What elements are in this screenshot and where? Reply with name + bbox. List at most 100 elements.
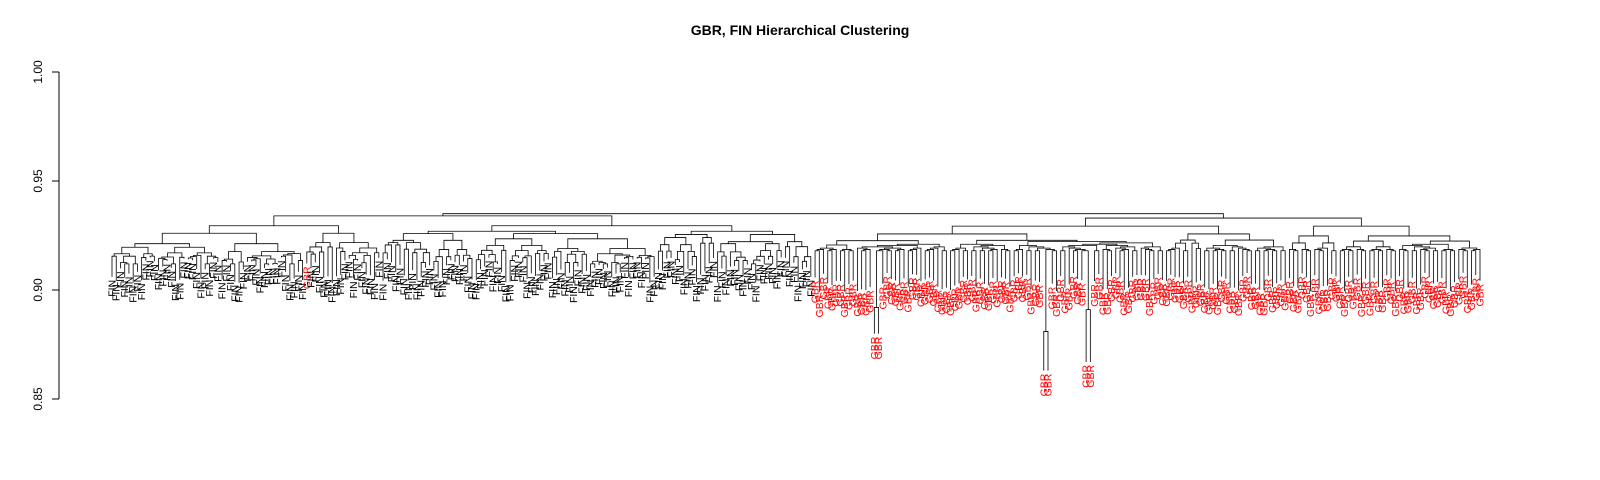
leaf-label: GBR — [1174, 280, 1186, 303]
leaf-label: GBR — [1288, 289, 1300, 312]
leaf-label: FIN — [589, 271, 601, 288]
dendrogram-branch — [1085, 217, 1362, 227]
dendrogram-branch — [309, 246, 323, 252]
leaf-label: GBR — [1195, 283, 1207, 306]
dendrogram-branch — [952, 249, 960, 284]
leaf-label: FIN — [450, 265, 462, 282]
leaf-label: GBR — [1102, 292, 1114, 315]
dendrogram-branch — [1034, 250, 1040, 283]
dendrogram-branch — [187, 257, 193, 261]
leaf-label: GBR — [1144, 293, 1156, 316]
dendrogram-branch — [494, 238, 533, 246]
leaf-label: FIN — [539, 264, 551, 281]
dendrogram-branch — [1085, 309, 1091, 362]
dendrogram-branch — [442, 213, 1224, 219]
leaf-label: FIN — [788, 266, 800, 283]
leaf-label: FIN — [187, 263, 199, 280]
leaf-label: GBR — [1161, 283, 1173, 306]
leaf-label: FIN — [517, 266, 529, 283]
dendrogram-branch — [1356, 249, 1364, 275]
dendrogram-branch — [481, 249, 493, 255]
leaf-label: GBR — [1034, 285, 1046, 308]
leaf-label: GBR — [1013, 276, 1025, 299]
y-tick-label: 0.95 — [31, 169, 45, 193]
leaf-label: FIN — [246, 264, 258, 281]
leaf-label: FIN — [123, 277, 135, 294]
leaf-label: FIN — [683, 272, 695, 289]
leaf-label: FIN — [225, 274, 237, 291]
y-axis: 0.85 0.90 0.95 1.00 — [31, 60, 60, 411]
leaf-label: GBR — [1411, 291, 1423, 314]
leaf-label: GBR — [971, 289, 983, 312]
leaf-label: FIN — [208, 262, 220, 279]
leaf-label: FIN — [721, 279, 733, 296]
leaf-label: GBR — [1140, 278, 1152, 301]
leaf-label: FIN — [386, 265, 398, 282]
leaf-label: GBR — [1119, 292, 1131, 315]
leaf-label: FIN — [479, 269, 491, 286]
dendrogram-branch — [660, 244, 670, 252]
leaf-label: GBR — [1369, 280, 1381, 303]
leaf-label: FIN — [606, 280, 618, 297]
leaf-label: FIN — [238, 272, 250, 289]
leaf-label: GBR — [1390, 294, 1402, 317]
leaf-label: FIN — [687, 269, 699, 286]
leaf-label: FIN — [725, 270, 737, 287]
leaf-label: GBR — [1466, 287, 1478, 310]
leaf-label: GBR — [907, 277, 919, 300]
leaf-label: FIN — [344, 261, 356, 278]
leaf-label: FIN — [234, 286, 246, 303]
dendrogram-branch — [950, 250, 956, 291]
leaf-label: GBR — [1170, 280, 1182, 303]
dendrogram-branch — [1183, 250, 1189, 284]
leaf-label: GBR — [1233, 293, 1245, 316]
leaf-label: GBR — [1381, 278, 1393, 301]
leaf-label: FIN — [483, 261, 495, 278]
leaf-label: FIN — [661, 262, 673, 279]
leaf-label: GBR — [843, 287, 855, 310]
leaf-label: FIN — [204, 280, 216, 297]
leaf-label: GBR — [975, 281, 987, 304]
leaf-label: GBR — [860, 293, 872, 316]
leaf-label: GBR — [920, 282, 932, 305]
leaf-label: GBR — [1398, 291, 1410, 314]
dendrogram-branch — [708, 242, 714, 264]
dendrogram-branch — [1019, 245, 1037, 250]
leaf-label: GBR — [983, 288, 995, 311]
leaf-label: FIN — [445, 263, 457, 280]
leaf-label: GBR — [1326, 277, 1338, 300]
leaf-label: FIN — [166, 271, 178, 288]
dendrogram-branch — [1094, 250, 1100, 281]
leaf-label: FIN — [467, 282, 479, 299]
dendrogram-branch — [897, 249, 905, 279]
leaf-label: GBR — [1191, 285, 1203, 308]
leaf-label: GBR — [1331, 279, 1343, 302]
dendrogram-branch — [149, 255, 155, 262]
leaf-label: FIN — [513, 261, 525, 278]
leaf-label: FIN — [255, 277, 267, 294]
leaf-label: FIN — [551, 278, 563, 295]
leaf-label: GBR — [949, 288, 961, 311]
dendrogram-branch — [571, 250, 585, 255]
dendrogram-branch — [680, 244, 692, 252]
dendrogram-branch — [787, 241, 803, 247]
leaf-label: FIN — [509, 265, 521, 282]
dendrogram-branch — [1255, 250, 1261, 290]
leaf-label: FIN — [365, 278, 377, 295]
dendrogram-branch — [979, 250, 985, 284]
leaf-label: FIN — [111, 284, 123, 301]
leaf-label: FIN — [437, 281, 449, 298]
leaf-label: FIN — [568, 286, 580, 303]
dendrogram-branch — [1175, 242, 1187, 251]
leaf-label: FIN — [619, 262, 631, 279]
leaf-label: GBR — [1055, 279, 1067, 302]
leaf-label: FIN — [318, 281, 330, 298]
leaf-label: FIN — [666, 261, 678, 278]
dendrogram-branch — [1028, 246, 1045, 251]
dendrogram-branch — [816, 249, 824, 274]
leaf-label: FIN — [407, 273, 419, 290]
leaf-label: FIN — [805, 280, 817, 297]
leaf-label: GBR — [1068, 276, 1080, 299]
leaf-label: GBR — [1148, 281, 1160, 304]
